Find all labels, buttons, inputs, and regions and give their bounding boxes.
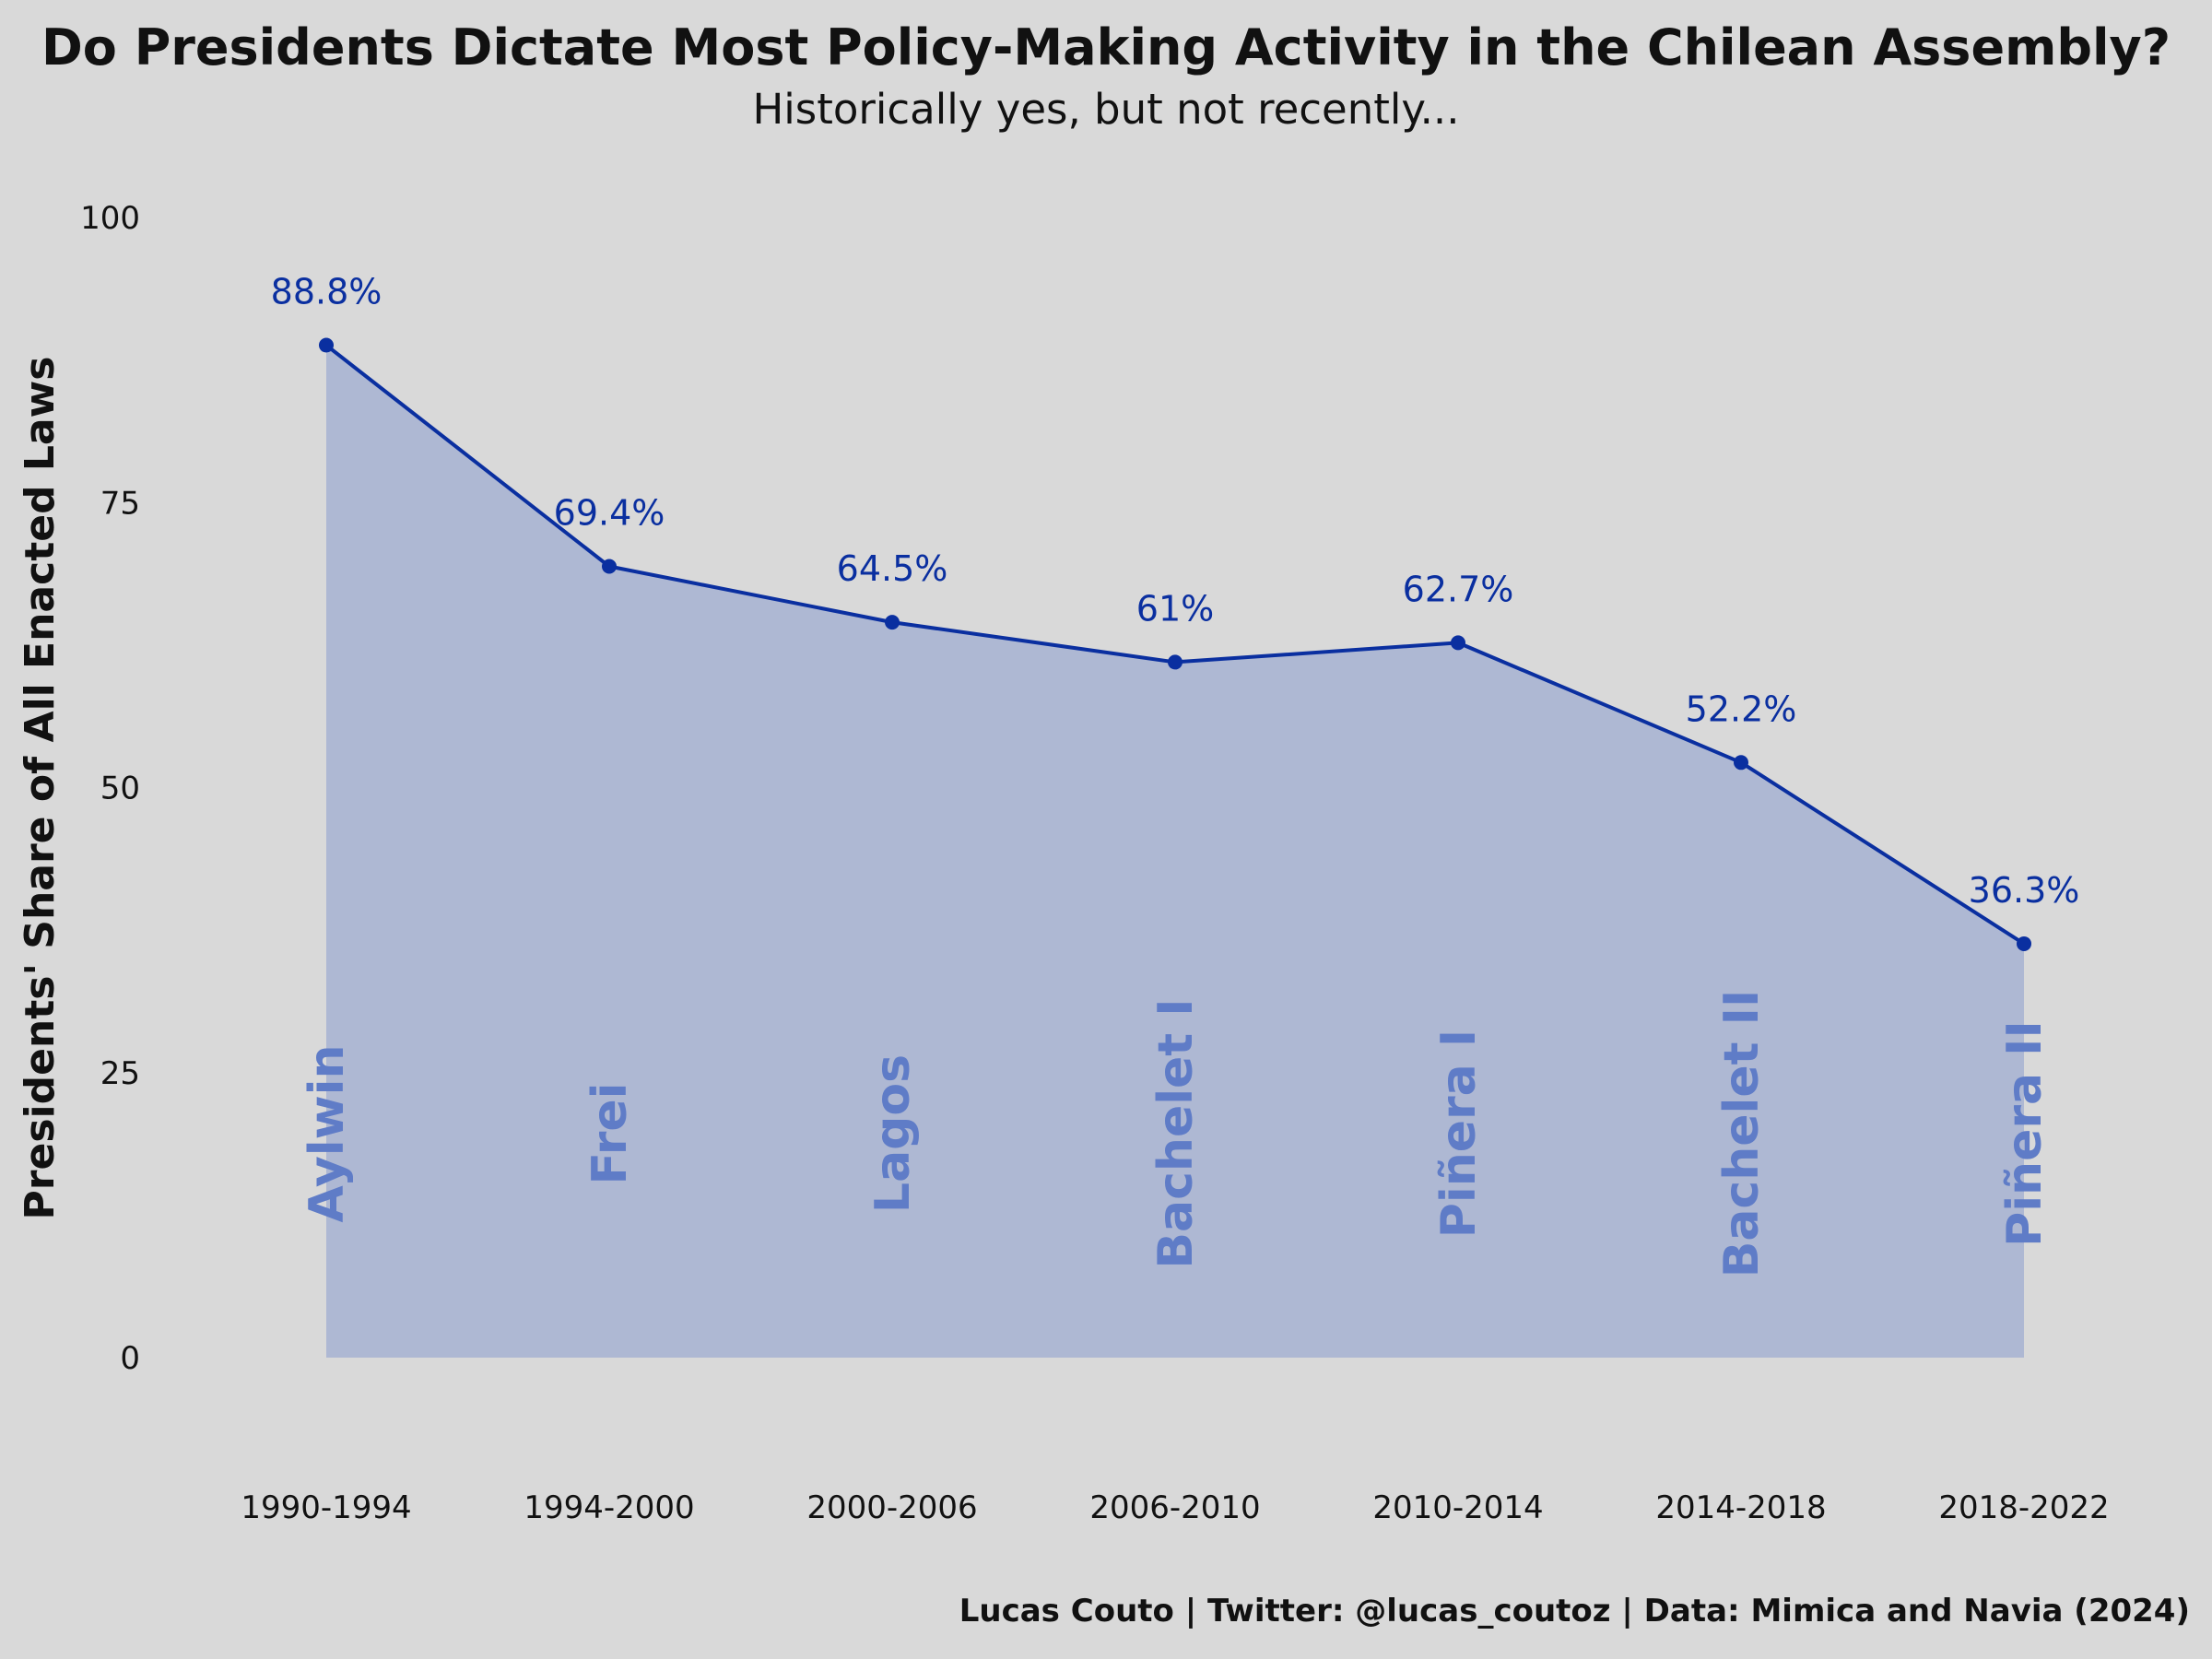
x-tick-label: 1990-1994: [241, 1489, 411, 1526]
y-tick-label: 50: [100, 771, 140, 807]
data-label: 36.3%: [1969, 870, 2080, 911]
president-label: Aylwin: [300, 1045, 355, 1223]
data-label: 61%: [1136, 588, 1214, 629]
y-tick-label: 75: [100, 485, 140, 522]
data-point: [602, 559, 617, 574]
y-tick-label: 25: [100, 1055, 140, 1092]
data-label: 88.8%: [271, 272, 382, 312]
data-point: [2017, 935, 2031, 951]
y-tick-label: 0: [120, 1340, 140, 1377]
president-label: Frei: [582, 1083, 638, 1185]
president-label: Bachelet I: [1148, 998, 1204, 1268]
x-tick-label: 2000-2006: [806, 1489, 977, 1526]
y-axis-label: Presidents' Share of All Enacted Laws: [17, 357, 64, 1220]
data-point: [1168, 654, 1182, 670]
data-label: 64.5%: [837, 548, 948, 589]
x-tick-label: 2010-2014: [1372, 1489, 1543, 1526]
y-tick-label: 100: [80, 200, 140, 237]
president-label: Piñera II: [1997, 1020, 2053, 1247]
x-tick-label: 2014-2018: [1655, 1489, 1826, 1526]
data-point: [1451, 635, 1465, 651]
x-tick-label: 2006-2010: [1089, 1489, 1260, 1526]
chart-title: Do Presidents Dictate Most Policy-Making…: [41, 18, 2171, 76]
data-label: 69.4%: [554, 493, 665, 534]
x-tick-label: 2018-2022: [1938, 1489, 2109, 1526]
president-label: Piñera I: [1431, 1030, 1487, 1238]
chart-subtitle: Historically yes, but not recently...: [752, 85, 1460, 134]
data-point: [885, 615, 900, 630]
data-label: 52.2%: [1686, 688, 1797, 729]
x-tick-label: 1994-2000: [524, 1489, 694, 1526]
chart-caption: Lucas Couto | Twitter: @lucas_coutoz | D…: [959, 1593, 2190, 1630]
data-label: 62.7%: [1403, 569, 1514, 609]
data-point: [1734, 755, 1748, 771]
area-fill: [326, 345, 2024, 1359]
president-label: Lagos: [865, 1054, 921, 1213]
data-point: [319, 337, 334, 353]
president-label: Bachelet II: [1714, 990, 1770, 1278]
